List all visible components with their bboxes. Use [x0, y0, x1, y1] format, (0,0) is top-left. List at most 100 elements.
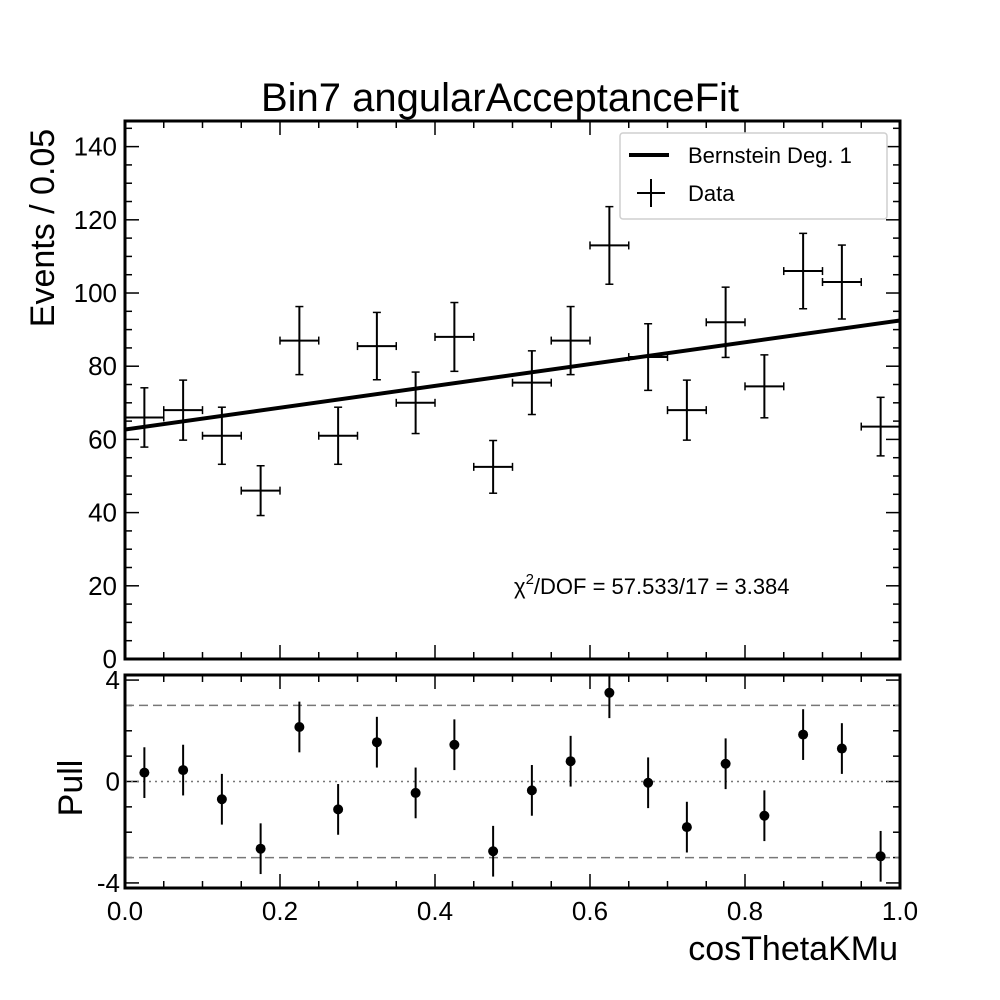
data-point: [744, 354, 785, 419]
data-point: [550, 305, 591, 376]
main-panel: 0 20 40 60 80 100 120 140 Events / 0.05 Bernste…: [24, 119, 902, 674]
pull-marker: [681, 822, 692, 833]
pull-point: [488, 825, 499, 877]
pull-marker: [759, 810, 770, 821]
pull-plot-frame: [123, 673, 902, 890]
chi2-value: /DOF = 57.533/17 = 3.384: [534, 574, 790, 599]
data-point: [473, 439, 514, 494]
main-y-axis-label: Events / 0.05: [24, 129, 62, 327]
data-points-layer: [124, 205, 901, 517]
y-tick-label: 140: [74, 132, 117, 162]
pull-point: [604, 675, 615, 719]
pull-point: [294, 701, 305, 753]
pull-marker: [488, 846, 499, 857]
pull-reference-lines: [125, 704, 900, 859]
x-tick-label: 0.2: [262, 896, 298, 926]
pull-marker: [333, 804, 344, 815]
pull-marker: [216, 794, 227, 805]
y-tick-label: 0: [103, 644, 117, 674]
data-point: [395, 371, 436, 435]
pull-point: [216, 773, 227, 825]
y-tick-label: 120: [74, 205, 117, 235]
x-axis-label: cosThetaKMu: [688, 930, 898, 968]
pull-point: [798, 709, 809, 760]
pull-marker: [526, 785, 537, 796]
pull-point: [410, 767, 421, 819]
legend: Bernstein Deg. 1 Data: [619, 132, 888, 220]
chi2-symbol: χ: [514, 574, 526, 599]
pull-point: [139, 747, 150, 798]
x-tick-label: 0.0: [107, 896, 143, 926]
data-point: [163, 379, 204, 441]
data-point: [356, 311, 397, 381]
pull-marker: [798, 729, 809, 740]
x-tick-label: 0.4: [417, 896, 453, 926]
data-point: [705, 286, 746, 359]
pull-y-tick-label: 0: [106, 767, 120, 797]
pull-point: [371, 716, 382, 768]
pull-point: [526, 765, 537, 816]
fit-curve-layer: [124, 318, 901, 432]
pull-points-layer: [139, 675, 886, 882]
pull-point: [333, 784, 344, 835]
pull-marker: [410, 787, 421, 798]
data-point: [318, 406, 359, 466]
pull-point: [449, 719, 460, 771]
pull-y-tick-label: -4: [97, 868, 120, 898]
legend-frame: [619, 132, 888, 220]
x-tick-label: 1.0: [882, 896, 918, 926]
pull-marker: [449, 739, 460, 750]
data-point: [589, 205, 630, 285]
data-point: [783, 232, 824, 310]
pull-marker: [139, 767, 150, 778]
data-point: [434, 301, 475, 373]
data-point: [201, 406, 242, 466]
pull-marker: [178, 765, 189, 776]
chi2-annotation: χ2/DOF = 57.533/17 = 3.384: [514, 571, 790, 599]
pull-point: [759, 790, 770, 842]
pull-point: [178, 744, 189, 796]
pull-point: [720, 738, 731, 790]
pull-marker: [875, 851, 886, 862]
y-tick-label: 40: [88, 498, 117, 528]
x-tick-label: 0.6: [572, 896, 608, 926]
data-point: [666, 379, 707, 441]
pull-marker: [604, 687, 615, 698]
data-point: [628, 323, 669, 392]
pull-point: [255, 823, 266, 875]
main-y-tick-labels: 0 20 40 60 80 100 120 140: [74, 132, 117, 674]
main-plot-frame: [123, 119, 902, 661]
pull-marker: [836, 743, 847, 754]
pull-point: [643, 757, 654, 809]
pull-marker: [255, 843, 266, 854]
data-point: [279, 305, 320, 376]
data-point: [511, 350, 552, 416]
y-tick-label: 100: [74, 278, 117, 308]
pull-y-axis-label: Pull: [52, 760, 90, 817]
legend-data-label: Data: [688, 181, 735, 206]
pull-y-tick-label: 4: [106, 665, 120, 695]
pull-point: [836, 723, 847, 774]
pull-marker: [371, 737, 382, 748]
y-tick-label: 60: [88, 424, 117, 454]
pull-marker: [643, 777, 654, 788]
pull-marker: [565, 756, 576, 767]
pull-y-tick-labels: -4 0 4: [97, 665, 120, 898]
data-point: [821, 244, 862, 320]
y-tick-label: 20: [88, 571, 117, 601]
chi2-superscript: 2: [526, 571, 534, 588]
legend-fit-label: Bernstein Deg. 1: [688, 143, 852, 168]
pull-point: [875, 830, 886, 882]
y-tick-label: 80: [88, 351, 117, 381]
x-tick-labels: 0.0 0.2 0.4 0.6 0.8 1.0: [107, 896, 918, 926]
pull-marker: [720, 758, 731, 769]
x-tick-label: 0.8: [727, 896, 763, 926]
pull-point: [681, 801, 692, 853]
data-point: [240, 465, 281, 517]
fit-line: [124, 318, 901, 432]
pull-panel: -4 0 4 0.0 0.2 0.4 0.6 0.8 1.0 Pull cosThetaKMu: [52, 665, 918, 968]
pull-marker: [294, 721, 305, 732]
chart-title: Bin7 angularAcceptanceFit: [261, 76, 739, 120]
pull-point: [565, 735, 576, 787]
